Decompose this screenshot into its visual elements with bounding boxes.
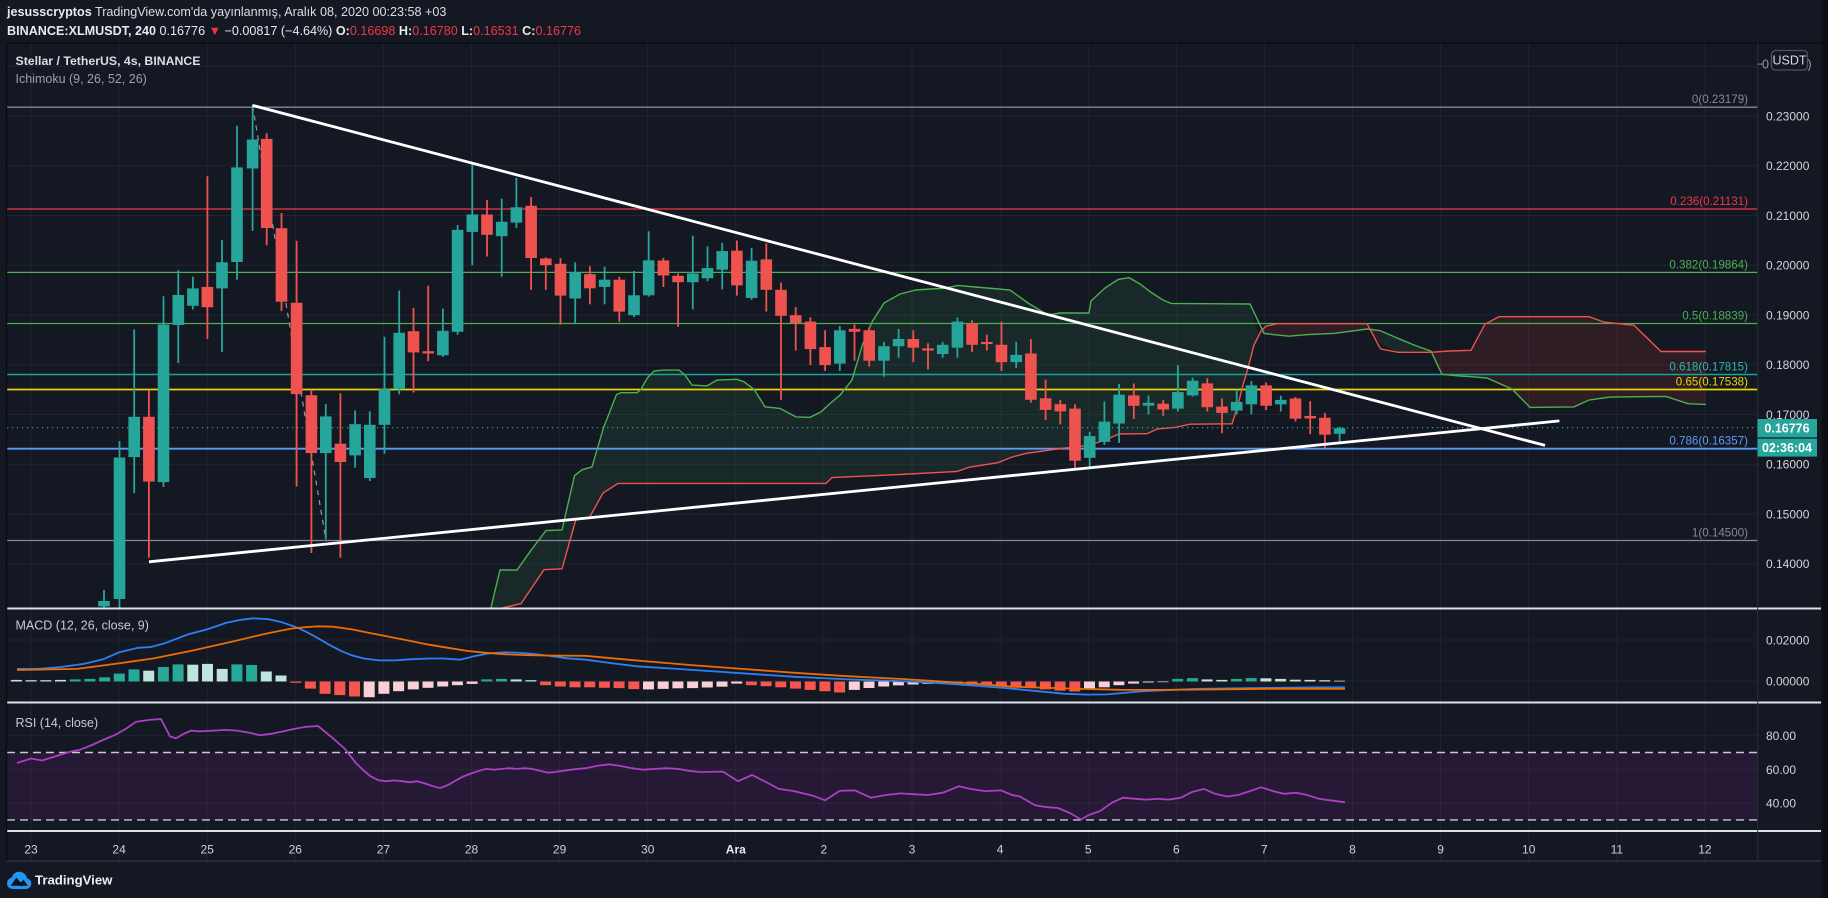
svg-text:0.02000: 0.02000 (1766, 634, 1810, 648)
svg-text:0.21000: 0.21000 (1766, 209, 1810, 223)
svg-text:0(0.23179): 0(0.23179) (1692, 93, 1748, 106)
svg-text:jesusscryptos TradingView.com': jesusscryptos TradingView.com'da yayınla… (6, 5, 446, 19)
svg-text:40.00: 40.00 (1766, 797, 1796, 811)
svg-text:12: 12 (1698, 843, 1712, 857)
svg-text:USDT: USDT (1772, 54, 1806, 68)
svg-text:30: 30 (641, 843, 655, 857)
svg-text:5: 5 (1085, 843, 1092, 857)
svg-text:27: 27 (377, 843, 391, 857)
svg-text:Ichimoku (9, 26, 52, 26): Ichimoku (9, 26, 52, 26) (16, 72, 147, 86)
svg-text:0.236(0.21131): 0.236(0.21131) (1670, 195, 1748, 208)
svg-text:TradingView: TradingView (35, 873, 113, 888)
svg-text:8: 8 (1349, 843, 1356, 857)
svg-text:23: 23 (24, 843, 38, 857)
svg-text:0.382(0.19864): 0.382(0.19864) (1669, 259, 1748, 272)
svg-text:24: 24 (112, 843, 126, 857)
svg-text:0.17000: 0.17000 (1766, 408, 1810, 422)
svg-text:0.20000: 0.20000 (1766, 259, 1810, 273)
svg-text:0.65(0.17538): 0.65(0.17538) (1676, 376, 1748, 389)
svg-text:0.18000: 0.18000 (1766, 358, 1810, 372)
svg-text:02:36:04: 02:36:04 (1762, 441, 1812, 455)
svg-text:0.23000: 0.23000 (1766, 110, 1810, 124)
svg-text:7: 7 (1261, 843, 1268, 857)
svg-text:1(0.14500): 1(0.14500) (1692, 527, 1748, 540)
svg-text:9: 9 (1437, 843, 1444, 857)
svg-text:80.00: 80.00 (1766, 729, 1796, 743)
svg-text:RSI (14, close): RSI (14, close) (16, 716, 99, 730)
svg-text:60.00: 60.00 (1766, 763, 1796, 777)
svg-text:0.16000: 0.16000 (1766, 458, 1810, 472)
svg-text:3: 3 (909, 843, 916, 857)
svg-text:0: 0 (1762, 58, 1769, 72)
svg-text:28: 28 (465, 843, 479, 857)
svg-text:25: 25 (201, 843, 215, 857)
svg-text:): ) (1808, 58, 1812, 72)
svg-text:MACD (12, 26, close, 9): MACD (12, 26, close, 9) (16, 619, 149, 633)
svg-text:0.15000: 0.15000 (1766, 508, 1810, 522)
svg-text:0.16776: 0.16776 (1764, 422, 1809, 436)
svg-text:2: 2 (821, 843, 828, 857)
svg-text:0.14000: 0.14000 (1766, 557, 1810, 571)
svg-text:0.19000: 0.19000 (1766, 309, 1810, 323)
svg-text:0.5(0.18839): 0.5(0.18839) (1682, 310, 1748, 323)
svg-text:11: 11 (1611, 843, 1624, 857)
svg-text:0.786(0.16357): 0.786(0.16357) (1669, 435, 1748, 448)
svg-text:Stellar / TetherUS, 4s, BINANC: Stellar / TetherUS, 4s, BINANCE (16, 54, 201, 68)
svg-text:Ara: Ara (726, 843, 746, 857)
svg-text:29: 29 (553, 843, 567, 857)
svg-text:0.618(0.17815): 0.618(0.17815) (1669, 361, 1748, 374)
svg-text:26: 26 (289, 843, 303, 857)
svg-text:10: 10 (1522, 843, 1536, 857)
svg-text:0.22000: 0.22000 (1766, 159, 1810, 173)
svg-text:BINANCE:XLMUSDT, 240 0.16776 ▼: BINANCE:XLMUSDT, 240 0.16776 ▼ −0.00817 … (7, 24, 581, 38)
svg-text:4: 4 (997, 843, 1004, 857)
svg-text:0.00000: 0.00000 (1766, 675, 1810, 689)
svg-text:6: 6 (1173, 843, 1180, 857)
